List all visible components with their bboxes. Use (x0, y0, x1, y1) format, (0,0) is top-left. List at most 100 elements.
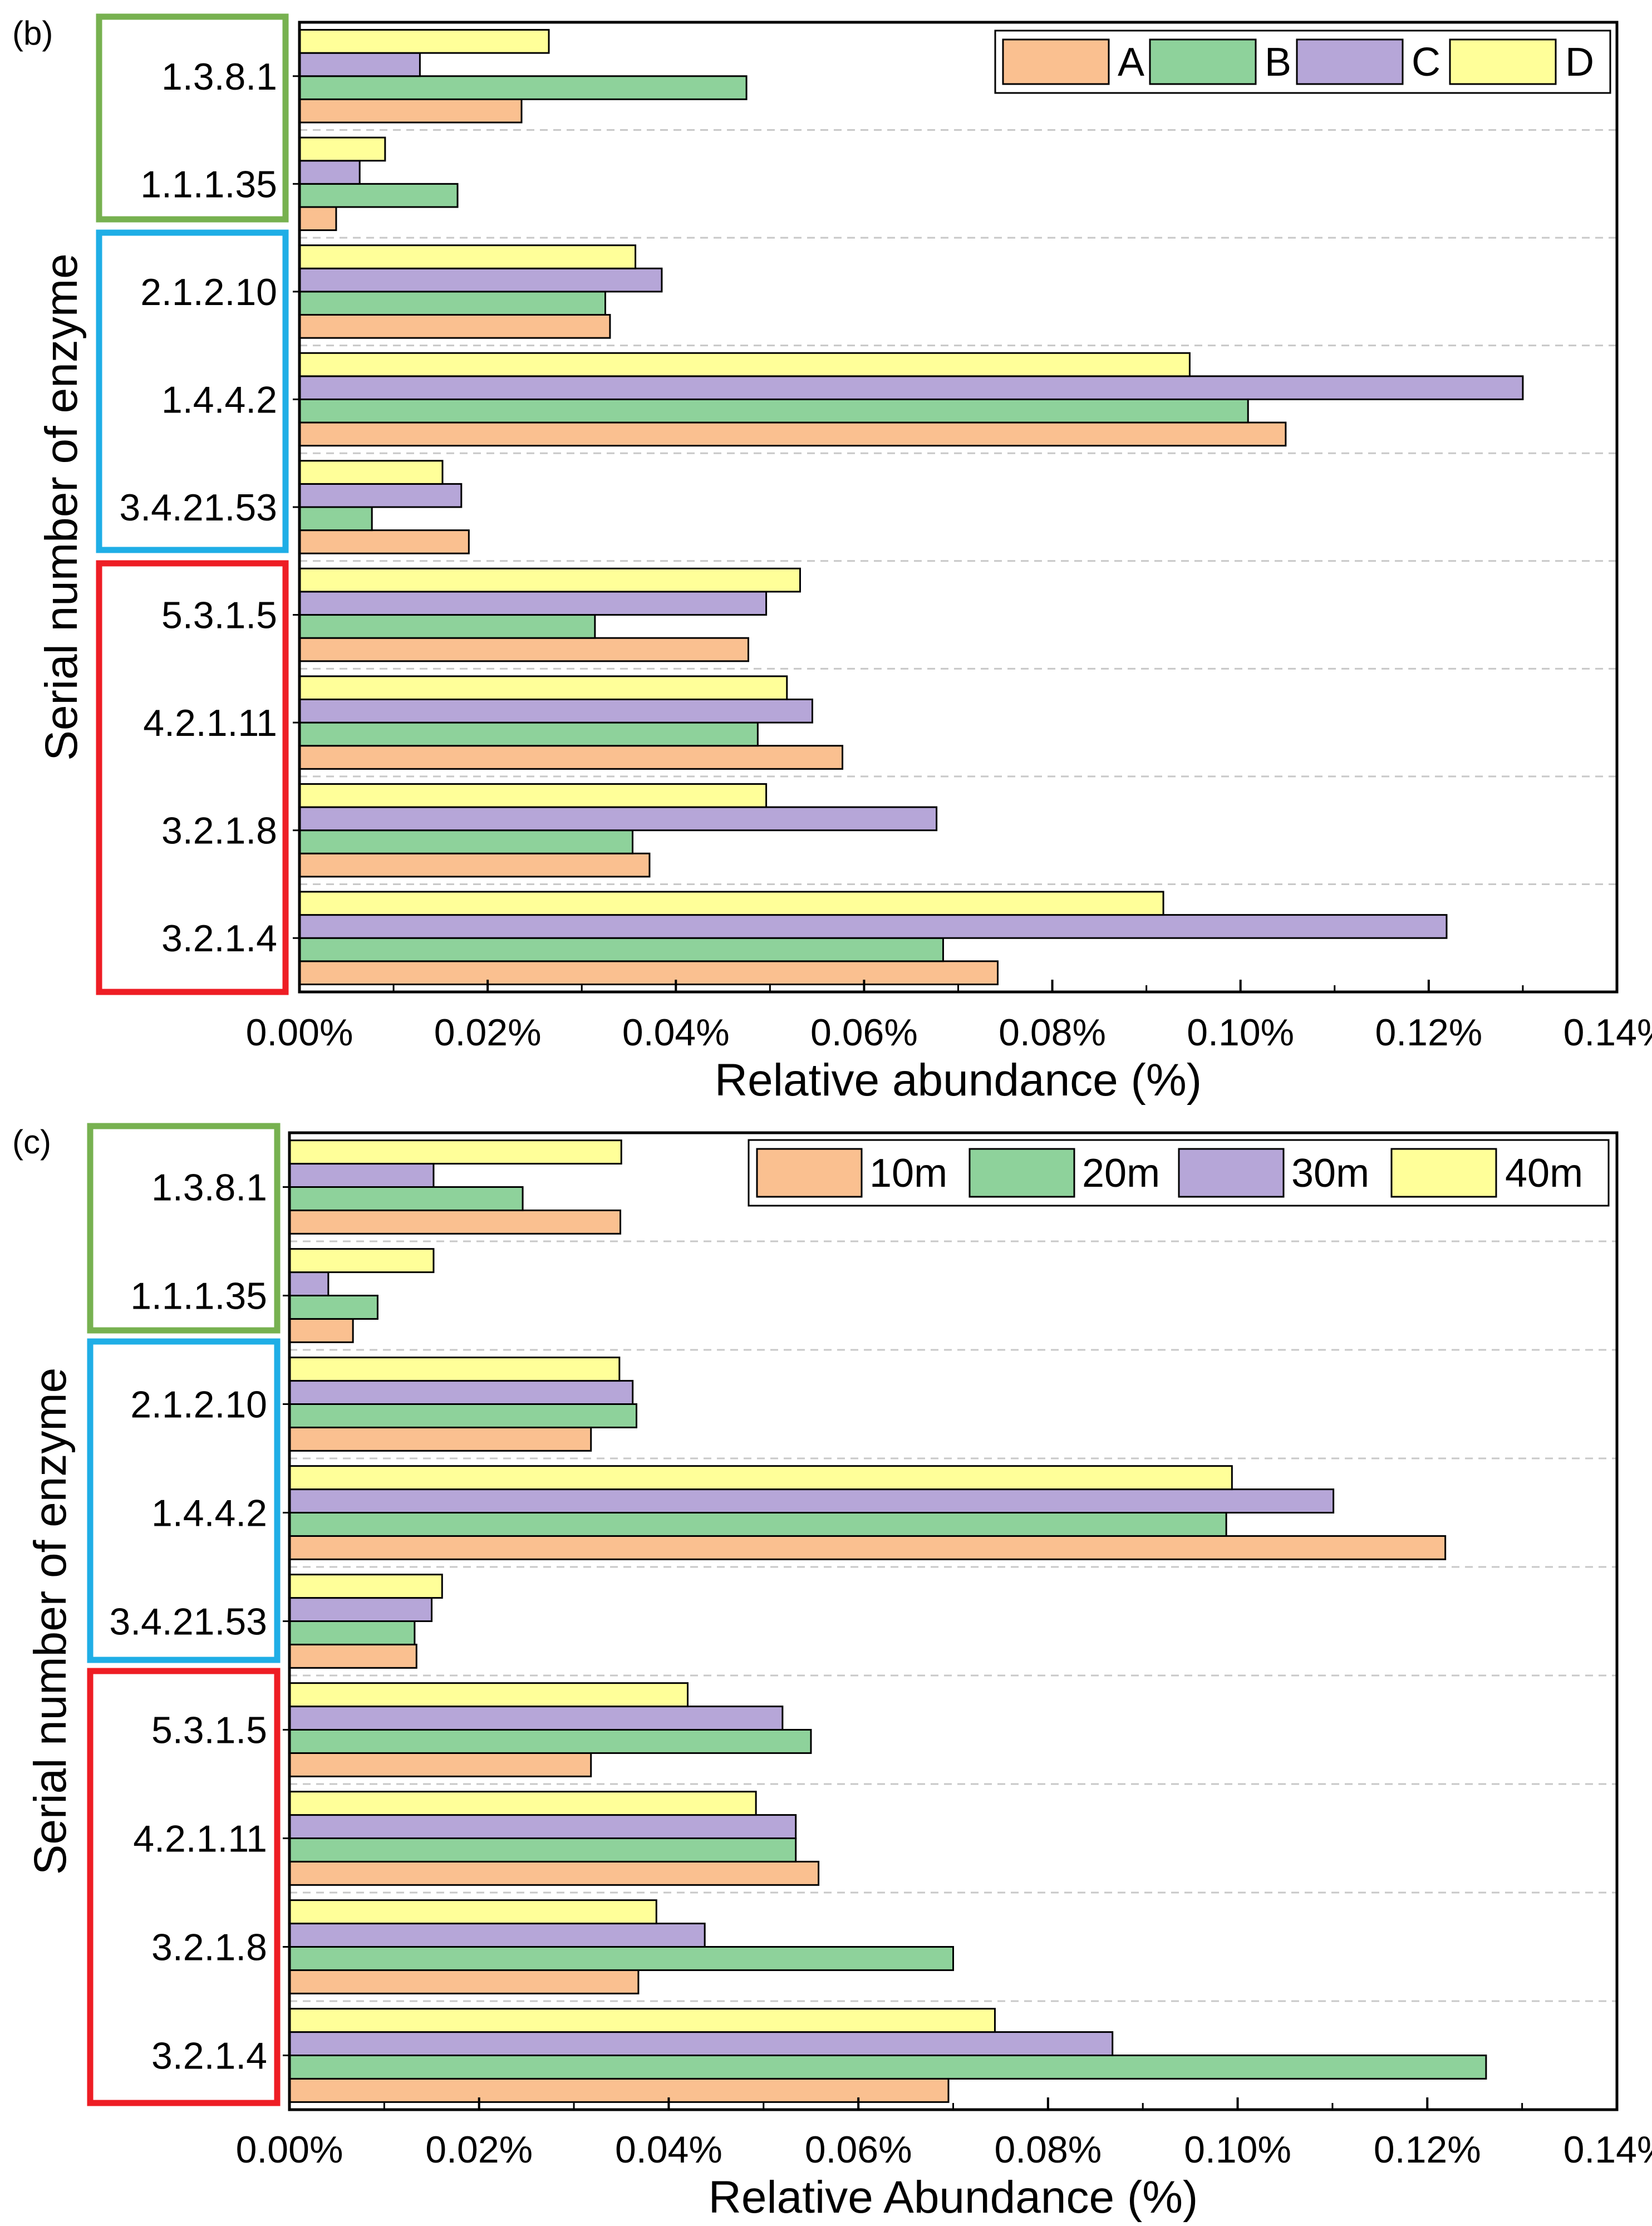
legend-label-A: A (1118, 40, 1144, 85)
bar-A-3-2-1-4 (298, 960, 999, 985)
x-tick-label: 0.14% (1564, 1011, 1652, 1054)
bar-A-4-2-1-11 (298, 745, 844, 770)
bar-C-3-2-1-8 (298, 806, 938, 832)
bar-B-3-2-1-8 (298, 829, 634, 854)
y-tick-label: 4.2.1.11 (133, 1818, 267, 1860)
bar-30m-2-1-2-10 (288, 1380, 634, 1405)
bar-10m-3-4-21-53 (288, 1643, 417, 1669)
bar-C-1-4-4-2 (298, 375, 1524, 400)
enzyme-group-box-2 (87, 1338, 281, 1663)
bar-C-1-1-1-35 (298, 160, 361, 185)
y-tick-label: 3.2.1.4 (161, 917, 277, 960)
bar-C-3-4-21-53 (298, 483, 463, 508)
bar-C-4-2-1-11 (298, 698, 813, 724)
legend-swatch-40m (1390, 1148, 1497, 1198)
bar-30m-3-2-1-8 (288, 1923, 706, 1948)
y-tick-label: 1.3.8.1 (161, 56, 277, 98)
bar-D-3-4-21-53 (298, 460, 444, 485)
bar-B-1-4-4-2 (298, 398, 1249, 424)
bar-B-2-1-2-10 (298, 291, 606, 316)
bar-D-2-1-2-10 (298, 244, 637, 269)
x-tick-label: 0.14% (1564, 2129, 1652, 2171)
enzyme-group-box-3 (96, 560, 289, 995)
bar-30m-3-2-1-4 (288, 2031, 1114, 2056)
bar-10m-3-2-1-4 (288, 2077, 950, 2103)
bar-D-4-2-1-11 (298, 675, 788, 700)
bar-A-1-3-8-1 (298, 98, 523, 124)
bar-20m-3-2-1-4 (288, 2055, 1487, 2080)
legend-swatch-10m (756, 1148, 863, 1198)
bar-40m-2-1-2-10 (288, 1357, 621, 1382)
x-tick-label: 0.00% (236, 2129, 343, 2171)
bar-B-3-4-21-53 (298, 506, 373, 532)
y-tick-label: 1.3.8.1 (151, 1167, 267, 1209)
legend-swatch-20m (968, 1148, 1075, 1198)
x-tick-label: 0.12% (1374, 2129, 1481, 2171)
legend-label-40m: 40m (1505, 1151, 1583, 1196)
x-tick-label: 0.08% (999, 1011, 1106, 1054)
bar-40m-5-3-1-5 (288, 1682, 689, 1708)
y-tick-label: 5.3.1.5 (151, 1709, 267, 1752)
legend: A B C D (994, 30, 1611, 94)
bar-40m-3-2-1-4 (288, 2008, 996, 2033)
enzyme-group-box-3 (87, 1668, 281, 2106)
y-tick-label: 4.2.1.11 (143, 702, 277, 744)
x-axis-title: Relative abundance (%) (715, 1055, 1202, 1105)
bar-A-5-3-1-5 (298, 637, 749, 662)
bar-20m-4-2-1-11 (288, 1837, 797, 1863)
bar-D-1-4-4-2 (298, 352, 1191, 377)
y-tick-label: 3.2.1.4 (151, 2035, 267, 2077)
legend-swatch-30m (1178, 1148, 1285, 1198)
legend-swatch-A (1002, 38, 1110, 85)
bar-C-1-3-8-1 (298, 52, 421, 77)
legend-label-B: B (1265, 40, 1291, 85)
bar-40m-1-1-1-35 (288, 1248, 435, 1274)
bar-B-1-3-8-1 (298, 75, 748, 100)
bar-C-2-1-2-10 (298, 267, 663, 293)
y-tick-label: 3.4.21.53 (119, 487, 277, 529)
bar-A-1-1-1-35 (298, 206, 337, 232)
x-tick-label: 0.02% (425, 2129, 533, 2171)
x-tick-label: 0.10% (1184, 2129, 1291, 2171)
panel-label: (b) (12, 14, 53, 52)
bar-30m-3-4-21-53 (288, 1597, 433, 1622)
chart-panel-1: (b) 0.00% 0.02% 0.04% 0.06% 0.08% 0.10% 0.12% 0.… (12, 13, 1652, 1105)
bar-20m-1-1-1-35 (288, 1295, 378, 1320)
panel-label: (c) (12, 1123, 51, 1161)
legend-label-C: C (1412, 40, 1440, 85)
bar-B-5-3-1-5 (298, 614, 596, 639)
legend-label-10m: 10m (869, 1151, 947, 1196)
bar-D-1-1-1-35 (298, 136, 386, 162)
bar-A-3-4-21-53 (298, 529, 470, 554)
bar-30m-4-2-1-11 (288, 1814, 797, 1839)
x-tick-label: 0.06% (805, 2129, 912, 2171)
enzyme-group-box-2 (96, 229, 289, 553)
bar-30m-1-3-8-1 (288, 1163, 435, 1188)
bar-D-3-2-1-4 (298, 891, 1164, 916)
bar-B-4-2-1-11 (298, 721, 759, 747)
legend-label-30m: 30m (1291, 1151, 1369, 1196)
bar-10m-3-2-1-8 (288, 1969, 640, 1994)
bar-B-1-1-1-35 (298, 183, 459, 208)
chart-panel-2: (c) 0.00% 0.02% 0.04% 0.06% 0.08% 0.10% 0.12% 0.… (12, 1123, 1652, 2223)
y-tick-label: 3.2.1.8 (151, 1927, 267, 1969)
bar-10m-1-3-8-1 (288, 1209, 622, 1235)
bar-30m-5-3-1-5 (288, 1706, 784, 1731)
bars (288, 1139, 1487, 2103)
bar-20m-1-3-8-1 (288, 1186, 524, 1211)
legend-swatch-D (1449, 38, 1557, 85)
bar-A-1-4-4-2 (298, 421, 1287, 447)
x-tick-label: 0.12% (1375, 1011, 1482, 1054)
bar-20m-3-2-1-8 (288, 1946, 954, 1971)
y-tick-label: 1.1.1.35 (140, 163, 277, 205)
bars (298, 29, 1524, 985)
y-tick-label: 5.3.1.5 (161, 594, 277, 637)
y-tick-label: 3.4.21.53 (109, 1601, 267, 1643)
bar-10m-5-3-1-5 (288, 1752, 592, 1777)
x-tick-label: 0.00% (246, 1011, 353, 1054)
bar-10m-4-2-1-11 (288, 1860, 820, 1886)
bar-40m-1-4-4-2 (288, 1465, 1233, 1491)
bar-40m-1-3-8-1 (288, 1139, 622, 1165)
bar-40m-3-2-1-8 (288, 1899, 657, 1925)
